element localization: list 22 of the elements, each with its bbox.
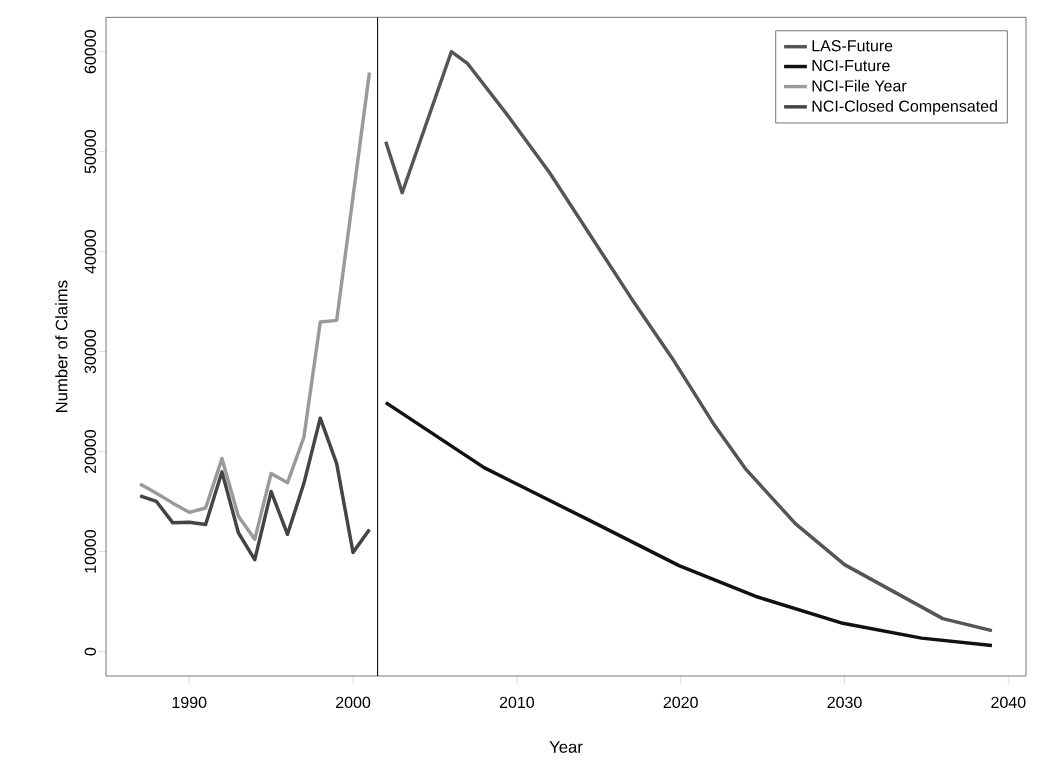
y-tick-label: 40000	[84, 230, 96, 274]
line-series	[138, 416, 372, 562]
x-axis-title: Year	[549, 741, 583, 753]
legend-label: NCI-File Year	[812, 79, 907, 92]
legend-label: NCI-Future	[812, 59, 890, 72]
x-tick-label: 2030	[827, 696, 862, 709]
x-tick-label: 2040	[991, 696, 1026, 709]
x-tick-label: 2010	[499, 696, 535, 709]
legend-label: LAS-Future	[812, 40, 893, 52]
x-tick-label: 1990	[172, 696, 207, 709]
y-tick-label: 10000	[84, 530, 96, 573]
y-tick-label: 60000	[84, 30, 96, 74]
y-axis-title: Number of Claims	[55, 280, 68, 412]
legend-label: NCI-Closed Compensated	[812, 100, 997, 115]
x-tick-label: 2000	[336, 696, 371, 709]
y-tick-label: 0	[84, 647, 96, 656]
y-tick-label: 30000	[84, 330, 96, 374]
y-tick-label: 20000	[84, 430, 96, 474]
line-series	[384, 400, 994, 648]
y-tick-label: 50000	[84, 130, 96, 174]
x-tick-label: 2020	[663, 696, 698, 709]
line-series	[138, 70, 372, 542]
